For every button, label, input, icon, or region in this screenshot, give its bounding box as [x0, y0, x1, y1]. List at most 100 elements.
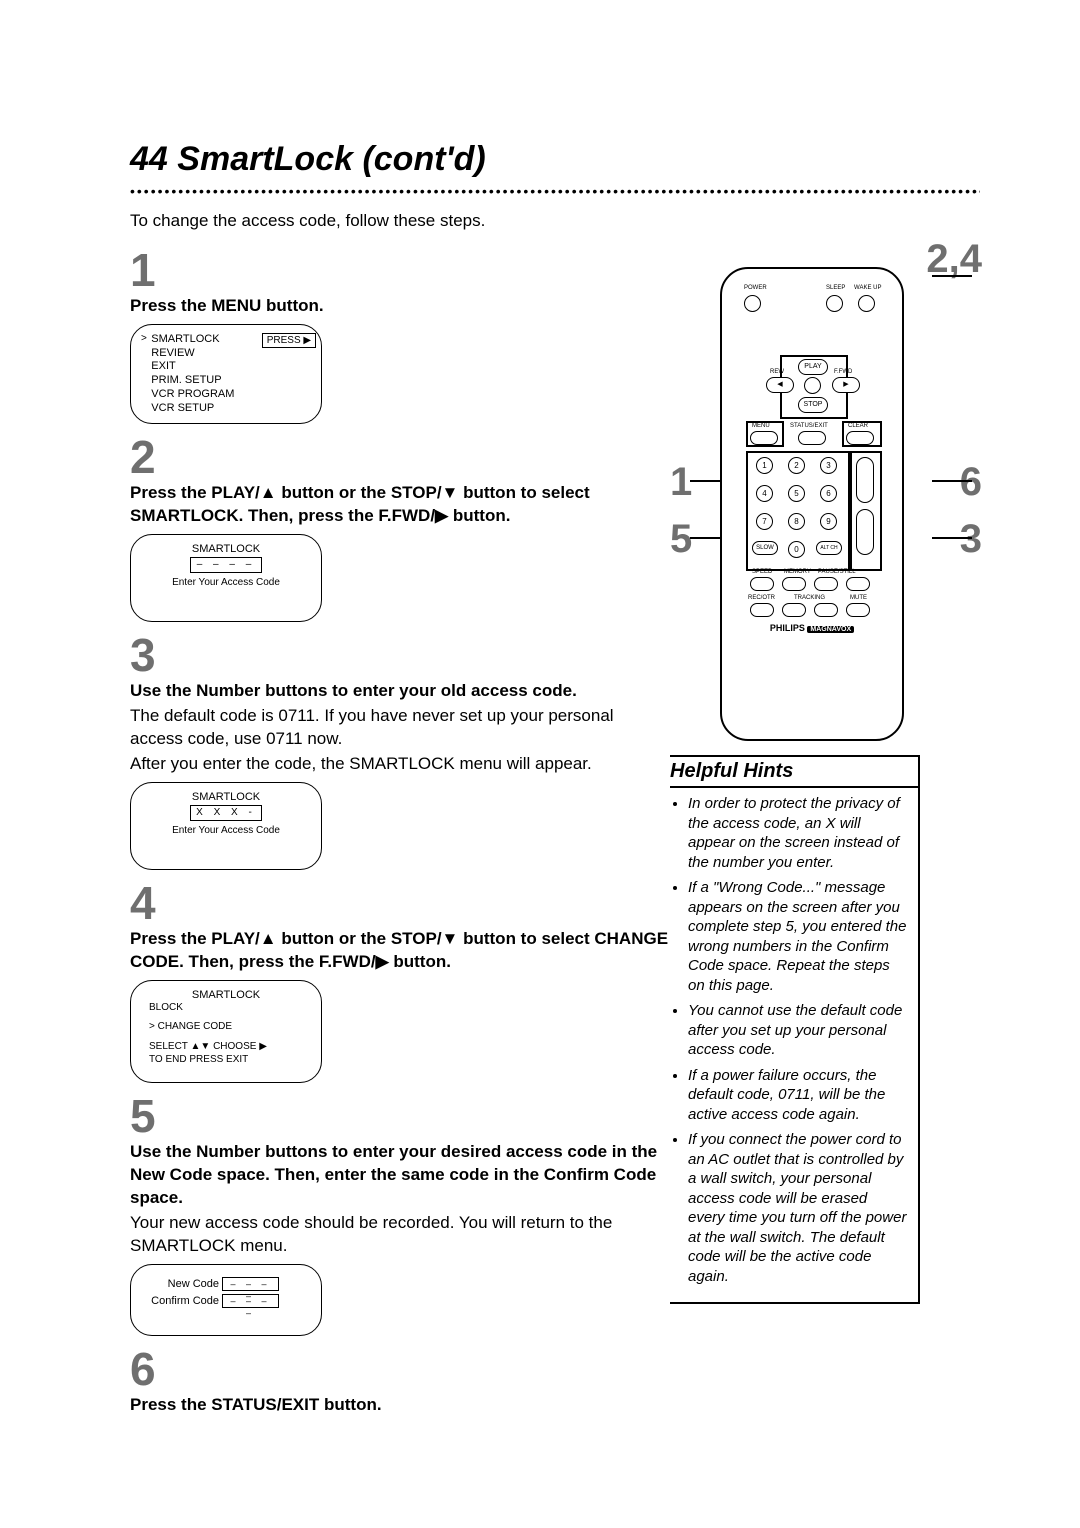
- lead-1: [690, 480, 720, 482]
- menu-marker: >: [141, 333, 147, 344]
- press-box: PRESS ▶: [262, 333, 316, 348]
- btn-memory: [782, 577, 806, 591]
- mi: VCR SETUP: [151, 402, 214, 414]
- right-column: 2,4 1 5 6 3 POWER SLEEP WAKE UP: [670, 237, 970, 1417]
- btn-vol: [856, 509, 874, 555]
- step4-number: 4: [130, 880, 670, 926]
- newcode-label: New Code: [141, 1278, 219, 1290]
- btn-5: 5: [788, 485, 805, 502]
- hints-title: Helpful Hints: [670, 755, 920, 788]
- page-title: 44 SmartLock (cont'd): [130, 140, 980, 179]
- page-number: 44: [130, 140, 168, 178]
- btn-1: 1: [756, 457, 773, 474]
- btn-6: 6: [820, 485, 837, 502]
- newcode-row: New Code – – – –: [141, 1277, 311, 1291]
- step3-title: Use the Number buttons to enter your old…: [130, 680, 670, 703]
- confirm-label: Confirm Code: [141, 1295, 219, 1307]
- step2-title: Press the PLAY/▲ button or the STOP/▼ bu…: [130, 482, 670, 528]
- step3-number: 3: [130, 632, 670, 678]
- lbl-mute: MUTE: [850, 595, 867, 601]
- left-column: 1 Press the MENU button. > SMARTLOCK REV…: [130, 237, 670, 1417]
- content-columns: 1 Press the MENU button. > SMARTLOCK REV…: [130, 237, 980, 1417]
- mi: VCR PROGRAM: [151, 388, 234, 400]
- btn-clear: [846, 431, 874, 445]
- btn-mid-dot: [804, 377, 821, 394]
- hint-item: If a power failure occurs, the default c…: [688, 1066, 908, 1125]
- callout-6: 6: [960, 460, 982, 505]
- btn-play: PLAY: [798, 359, 828, 375]
- lbl-clear: CLEAR: [848, 423, 868, 429]
- s3-code: X X X -: [190, 805, 262, 821]
- btn-pause: [814, 577, 838, 591]
- btn-ffwd: ▶: [832, 377, 860, 393]
- step2-number: 2: [130, 434, 670, 480]
- btn-trackL: [782, 603, 806, 617]
- lbl-recotr: REC/OTR: [748, 595, 775, 601]
- btn-slow: SLOW: [752, 541, 778, 555]
- intro-text: To change the access code, follow these …: [130, 211, 980, 231]
- lbl-wake: WAKE UP: [854, 285, 881, 291]
- lead-6: [932, 480, 972, 482]
- step5-screen: New Code – – – – Confirm Code – – – –: [130, 1264, 322, 1336]
- brand-row: PHILIPS MAGNAVOX: [722, 623, 902, 633]
- btn-extra1: [846, 577, 870, 591]
- mi: SMARTLOCK: [151, 333, 219, 345]
- mi: PRIM. SETUP: [151, 374, 221, 386]
- btn-status: [798, 431, 826, 445]
- hint-item: If a "Wrong Code..." message appears on …: [688, 878, 908, 995]
- mi: REVIEW: [151, 347, 194, 359]
- ffwd-icon: ▶: [843, 381, 848, 388]
- lbl-track: TRACKING: [794, 595, 825, 601]
- btn-0: 0: [788, 541, 805, 558]
- title-text: SmartLock (cont'd): [177, 140, 485, 178]
- callout-5: 5: [670, 517, 692, 562]
- step3-p2: After you enter the code, the SMARTLOCK …: [130, 753, 670, 776]
- remote-diagram: 2,4 1 5 6 3 POWER SLEEP WAKE UP: [670, 267, 970, 741]
- btn-7: 7: [756, 513, 773, 530]
- hints-body: In order to protect the privacy of the a…: [670, 788, 920, 1304]
- btn-ch: [856, 457, 874, 503]
- btn-power: [744, 295, 761, 312]
- lbl-status: STATUS/EXIT: [790, 423, 828, 429]
- btn-stop: STOP: [798, 397, 828, 413]
- menu-list: SMARTLOCK REVIEW EXIT PRIM. SETUP VCR PR…: [151, 333, 251, 416]
- mi: EXIT: [151, 360, 175, 372]
- dotted-rule: ••••••••••••••••••••••••••••••••••••••••…: [130, 183, 980, 199]
- btn-mute: [846, 603, 870, 617]
- step6-title: Press the STATUS/EXIT button.: [130, 1394, 670, 1417]
- lead-5: [690, 537, 720, 539]
- lbl-rew: REW: [770, 369, 784, 375]
- step1-number: 1: [130, 247, 670, 293]
- btn-sleep: [826, 295, 843, 312]
- lbl-ffwd: F.FWD: [834, 369, 852, 375]
- s4-l1: BLOCK: [141, 1001, 311, 1015]
- step3-screen: SMARTLOCK X X X - Enter Your Access Code: [130, 782, 322, 870]
- btn-rew: ◀: [766, 377, 794, 393]
- confirm-row: Confirm Code – – – –: [141, 1294, 311, 1308]
- btn-2: 2: [788, 457, 805, 474]
- hints-box: Helpful Hints In order to protect the pr…: [670, 755, 970, 1304]
- btn-recotr: [750, 603, 774, 617]
- step6-number: 6: [130, 1346, 670, 1392]
- s4-l4: TO END PRESS EXIT: [141, 1053, 311, 1067]
- s2-code: – – – –: [190, 557, 262, 573]
- btn-9: 9: [820, 513, 837, 530]
- btn-menu: [750, 431, 778, 445]
- btn-4: 4: [756, 485, 773, 502]
- manual-page: 44 SmartLock (cont'd) ••••••••••••••••••…: [0, 0, 1080, 1528]
- step2-screen: SMARTLOCK – – – – Enter Your Access Code: [130, 534, 322, 622]
- lead-3: [932, 537, 972, 539]
- step5-title: Use the Number buttons to enter your des…: [130, 1141, 670, 1210]
- hint-item: You cannot use the default code after yo…: [688, 1001, 908, 1060]
- step5-number: 5: [130, 1093, 670, 1139]
- step1-title: Press the MENU button.: [130, 295, 670, 318]
- btn-8: 8: [788, 513, 805, 530]
- step4-title: Press the PLAY/▲ button or the STOP/▼ bu…: [130, 928, 670, 974]
- hint-item: In order to protect the privacy of the a…: [688, 794, 908, 872]
- callout-3: 3: [960, 517, 982, 562]
- callout-1: 1: [670, 460, 692, 505]
- confirm-box: – – – –: [222, 1294, 279, 1308]
- lbl-memory: MEMORY: [784, 569, 811, 575]
- lbl-power: POWER: [744, 285, 767, 291]
- lbl-speed: SPEED: [752, 569, 772, 575]
